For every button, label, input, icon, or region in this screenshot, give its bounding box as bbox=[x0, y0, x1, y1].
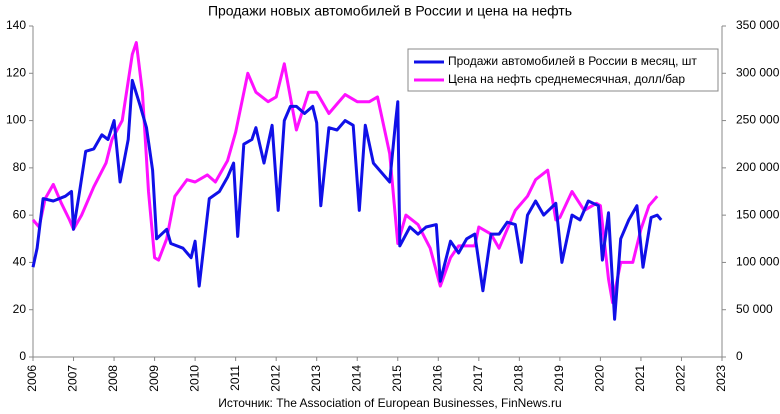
y-tick-label: 100 bbox=[6, 113, 26, 127]
y2-tick-label: 0 bbox=[736, 349, 743, 363]
x-tick-label: 2018 bbox=[512, 365, 526, 392]
legend-label: Цена на нефть среднемесячная, долл/бар bbox=[448, 72, 685, 86]
x-tick-label: 2019 bbox=[552, 365, 566, 392]
source: Источник: The Association of European Bu… bbox=[218, 396, 561, 410]
y-tick-label: 60 bbox=[13, 207, 27, 221]
legend-label: Продажи автомобилей в России в месяц, шт bbox=[448, 54, 697, 68]
x-tick-label: 2021 bbox=[633, 365, 647, 392]
x-tick-label: 2013 bbox=[309, 365, 323, 392]
legend-box bbox=[407, 48, 719, 92]
x-tick-label: 2007 bbox=[66, 365, 80, 392]
x-tick-label: 2008 bbox=[106, 365, 120, 392]
x-tick-label: 2023 bbox=[714, 365, 728, 392]
x-tick-label: 2006 bbox=[25, 365, 39, 392]
y-tick-label: 140 bbox=[6, 18, 26, 32]
x-tick-label: 2020 bbox=[593, 365, 607, 392]
y2-tick-label: 300 000 bbox=[736, 65, 780, 79]
x-tick-label: 2015 bbox=[390, 365, 404, 392]
legend: Продажи автомобилей в России в месяц, шт… bbox=[407, 48, 719, 92]
y2-tick-label: 200 000 bbox=[736, 160, 780, 174]
y2-tick-label: 100 000 bbox=[736, 255, 780, 269]
x-tick-label: 2016 bbox=[430, 365, 444, 392]
y-tick-label: 20 bbox=[13, 302, 27, 316]
y-tick-label: 80 bbox=[13, 160, 27, 174]
x-tick-label: 2010 bbox=[187, 365, 201, 392]
y2-tick-label: 50 000 bbox=[736, 302, 773, 316]
x-tick-label: 2011 bbox=[228, 365, 242, 391]
x-tick-label: 2017 bbox=[471, 365, 485, 392]
y2-tick-label: 250 000 bbox=[736, 113, 780, 127]
y-tick-label: 40 bbox=[13, 255, 27, 269]
x-tick-label: 2014 bbox=[349, 365, 363, 392]
x-tick-label: 2022 bbox=[674, 365, 688, 392]
y-tick-label: 0 bbox=[19, 349, 26, 363]
x-tick-label: 2012 bbox=[268, 365, 282, 392]
series-line bbox=[31, 78, 663, 321]
x-tick-label: 2009 bbox=[147, 365, 161, 392]
y2-tick-label: 150 000 bbox=[736, 207, 780, 221]
chart-title: Продажи новых автомобилей в России и цен… bbox=[208, 3, 572, 19]
y-tick-label: 120 bbox=[6, 65, 26, 79]
y2-tick-label: 350 000 bbox=[736, 18, 780, 32]
